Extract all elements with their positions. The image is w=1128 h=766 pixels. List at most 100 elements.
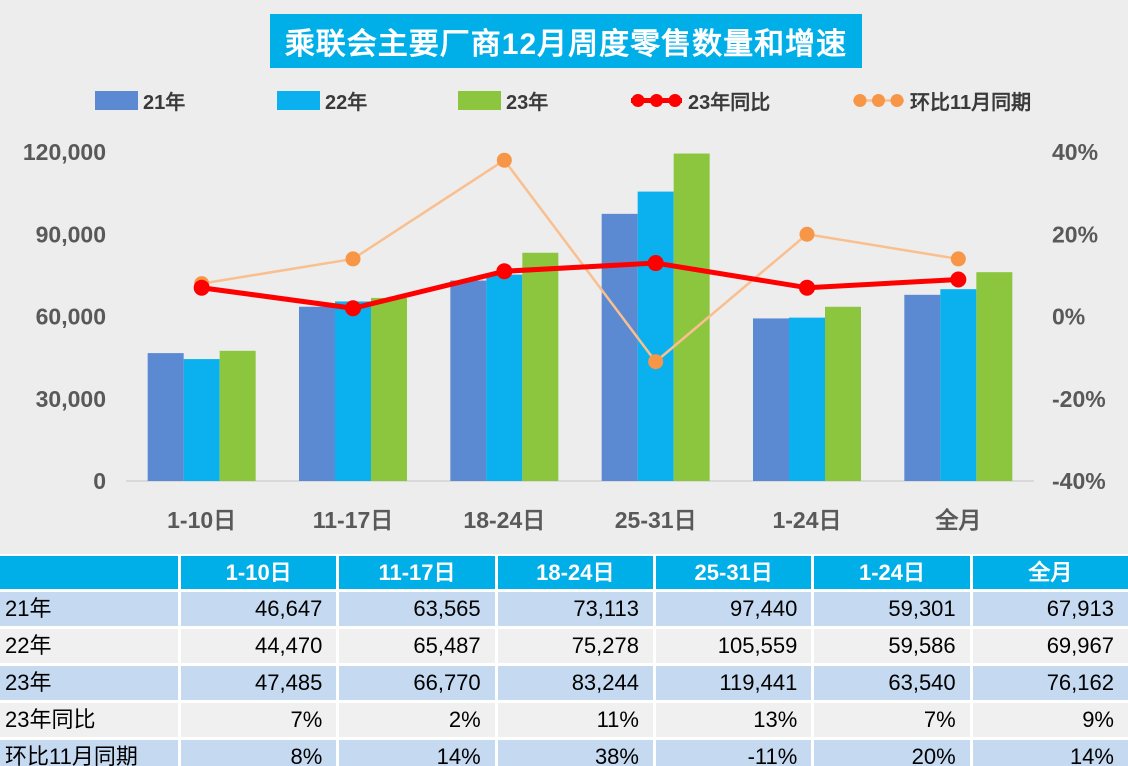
right-axis-tick: -40%: [1052, 468, 1106, 494]
legend-line-marker-icon: [853, 93, 904, 107]
legend-item-1: 21年: [95, 84, 185, 116]
bar-series2-cat6: [940, 289, 977, 481]
table-cell: 14%: [339, 740, 495, 766]
table-cell: 83,244: [497, 666, 653, 700]
left-axis-tick: 120,000: [23, 139, 106, 165]
line-marker-s1-cat5: [799, 279, 815, 296]
right-axis-tick: -20%: [1052, 386, 1106, 412]
table-cell: 11%: [497, 703, 653, 737]
right-axis-tick: 40%: [1052, 139, 1098, 165]
bar-series1-cat1: [147, 353, 184, 481]
left-axis-tick: 0: [93, 468, 106, 494]
line-marker-s1-cat2: [345, 300, 361, 317]
bar-series2-cat1: [183, 359, 220, 481]
legend-line-marker-icon: [631, 93, 682, 107]
table-cell: 119,441: [655, 666, 812, 700]
table-corner-cell: [0, 556, 178, 589]
table-header-cell: 25-31日: [655, 556, 812, 589]
legend-label: 21年: [143, 91, 186, 114]
line-marker-s1-cat6: [950, 271, 967, 288]
left-axis-tick: 60,000: [36, 304, 106, 330]
table-cell: 63,565: [339, 592, 495, 626]
bar-series2-cat2: [335, 301, 371, 481]
x-axis-label: 18-24日: [463, 507, 545, 533]
table-cell: 13%: [655, 703, 812, 737]
bar-series1-cat5: [753, 318, 789, 481]
table-header-cell: 18-24日: [497, 556, 653, 589]
x-axis-label: 11-17日: [313, 507, 394, 533]
bar-series3-cat6: [976, 272, 1013, 481]
legend-item-2: 22年: [277, 84, 367, 116]
table-cell: 44,470: [181, 629, 337, 663]
table-header-cell: 全月: [972, 556, 1128, 589]
bar-series3-cat2: [371, 297, 407, 481]
table-cell: 7%: [814, 703, 970, 737]
table-cell: 47,485: [181, 666, 337, 700]
right-axis-tick: 20%: [1052, 221, 1098, 247]
bar-series1-cat2: [299, 306, 335, 481]
line-marker-s2-cat2: [345, 251, 361, 267]
table-header-cell: 11-17日: [339, 556, 495, 589]
legend-label: 22年: [325, 91, 368, 114]
line-marker-s2-cat3: [496, 152, 512, 168]
legend-swatch-icon: [95, 90, 138, 110]
bar-series1-cat4: [601, 213, 638, 481]
table-cell: 7%: [181, 703, 337, 737]
table-cell: 2%: [339, 703, 495, 737]
table-cell: 97,440: [655, 592, 812, 626]
table-cell: 76,162: [972, 666, 1128, 700]
bar-series1-cat6: [904, 294, 941, 481]
table-cell: -11%: [655, 740, 812, 766]
left-axis-tick: 90,000: [36, 221, 106, 247]
table-cell: 65,487: [339, 629, 495, 663]
bar-series3-cat5: [825, 306, 861, 481]
table-cell: 46,647: [181, 592, 337, 626]
right-axis-tick: 0%: [1052, 304, 1085, 330]
table-header-cell: 1-24日: [814, 556, 970, 589]
x-axis-label: 25-31日: [615, 507, 697, 533]
table-row-label: 21年: [0, 592, 178, 626]
table-cell: 38%: [497, 740, 653, 766]
bar-series3-cat4: [673, 153, 710, 481]
retail-combo-chart: 0 30,000 60,000 90,000 120,000 -40% -20% 0% 20% 4…: [23, 139, 1106, 533]
table-cell: 67,913: [972, 592, 1128, 626]
table-header-cell: 1-10日: [181, 556, 337, 589]
legend-label: 23年同比: [688, 91, 771, 114]
page-title: 乘联会主要厂商12月周度零售数量和增速: [270, 14, 862, 68]
bar-series1-cat3: [450, 280, 487, 481]
chart-legend: 21年 22年 23年 23年同比 环比11月同期: [0, 84, 1128, 116]
table-cell: 8%: [181, 740, 337, 766]
legend-swatch-icon: [458, 90, 501, 110]
table-cell: 59,586: [814, 629, 970, 663]
line-marker-s2-cat6: [950, 251, 966, 267]
data-table: 1-10日 11-17日 18-24日 25-31日 1-24日 全月 21年 46,647 6…: [0, 554, 1128, 766]
line-series1: [201, 260, 959, 311]
legend-item-5: 环比11月同期: [852, 84, 1031, 116]
line-series2: [201, 158, 959, 363]
table-cell: 73,113: [497, 592, 653, 626]
line-marker-s1-cat1: [193, 279, 210, 296]
table-row-label: 23年同比: [0, 703, 178, 737]
legend-item-3: 23年: [458, 84, 548, 116]
table-cell: 14%: [972, 740, 1128, 766]
table-cell: 9%: [972, 703, 1128, 737]
legend-label: 环比11月同期: [910, 91, 1032, 114]
table-cell: 59,301: [814, 592, 970, 626]
legend-label: 23年: [506, 91, 549, 114]
line-marker-s2-cat4: [648, 354, 664, 370]
x-axis-label: 1-10日: [167, 507, 236, 533]
line-marker-s2-cat5: [799, 226, 815, 242]
x-axis-label: 全月: [934, 507, 981, 533]
legend-swatch-icon: [277, 90, 320, 110]
table-cell: 105,559: [655, 629, 812, 663]
bar-series2-cat5: [789, 317, 825, 481]
bar-series3-cat3: [522, 252, 559, 481]
bar-series2-cat4: [637, 191, 674, 481]
bar-series3-cat1: [219, 350, 256, 481]
table-row-label: 23年: [0, 666, 178, 700]
bar-series2-cat3: [486, 274, 523, 481]
table-row-label: 22年: [0, 629, 178, 663]
table-cell: 69,967: [972, 629, 1128, 663]
table-cell: 20%: [814, 740, 970, 766]
